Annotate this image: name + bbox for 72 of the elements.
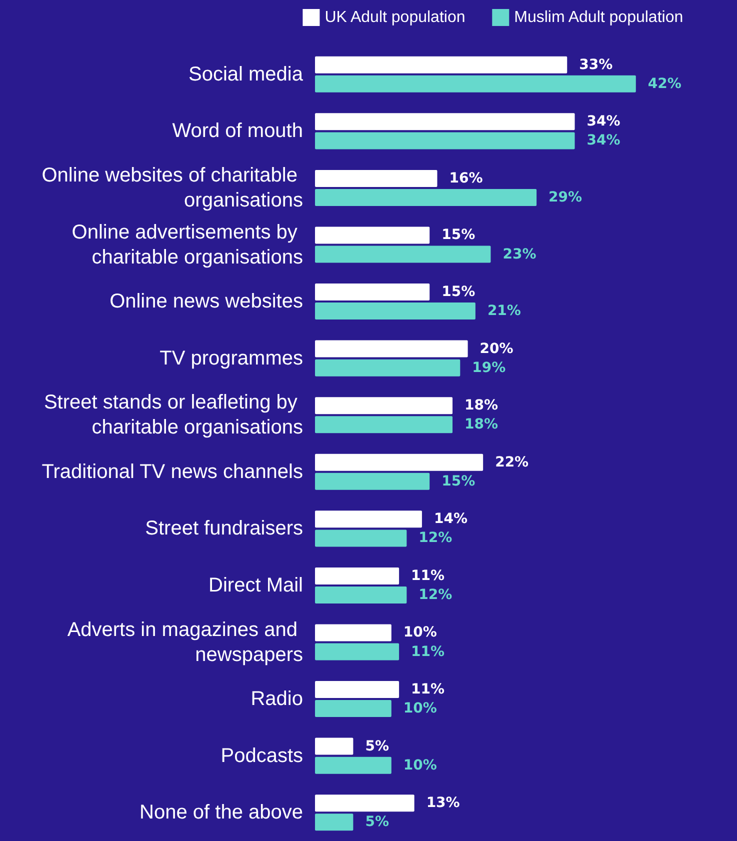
data-label: 18% bbox=[464, 416, 498, 433]
bar bbox=[315, 132, 575, 150]
data-label: 13% bbox=[426, 795, 460, 812]
data-label: 11% bbox=[411, 682, 445, 698]
y-tick-label: Podcasts bbox=[220, 744, 303, 767]
bar bbox=[315, 359, 460, 376]
bar bbox=[315, 738, 354, 755]
y-tick-label: Word of mouth bbox=[172, 120, 303, 142]
bar bbox=[315, 643, 400, 660]
bar bbox=[315, 284, 430, 301]
y-tick-label: Adverts in magazines and newspapers bbox=[67, 618, 303, 666]
y-tick-label: Social media bbox=[188, 63, 304, 86]
data-label: 11% bbox=[411, 568, 445, 584]
bar bbox=[315, 416, 453, 434]
y-tick-label: Street stands or leafleting by charitable organisations bbox=[44, 392, 303, 439]
data-label: 15% bbox=[442, 227, 476, 244]
data-label: 16% bbox=[449, 170, 483, 186]
data-label: 15% bbox=[442, 284, 476, 300]
bar bbox=[315, 397, 453, 414]
data-label: 12% bbox=[418, 586, 452, 603]
y-tick-label: TV programmes bbox=[160, 347, 303, 370]
bar bbox=[315, 510, 422, 528]
bar bbox=[315, 75, 636, 92]
legend-label: UK Adult population bbox=[324, 9, 466, 26]
y-tick-label: Direct Mail bbox=[208, 574, 303, 596]
bar bbox=[315, 700, 392, 718]
bar bbox=[315, 454, 484, 471]
bar bbox=[315, 340, 468, 358]
data-label: 15% bbox=[442, 473, 476, 490]
data-label: 33% bbox=[579, 56, 613, 73]
bar bbox=[315, 472, 430, 490]
data-label: 34% bbox=[586, 132, 620, 149]
bar bbox=[315, 586, 407, 604]
data-label: 11% bbox=[411, 644, 445, 660]
bar bbox=[315, 226, 430, 244]
data-label: 10% bbox=[403, 757, 437, 774]
data-label: 34% bbox=[586, 114, 620, 130]
bar bbox=[315, 188, 537, 206]
y-tick-label: Traditional TV news channels bbox=[42, 460, 303, 483]
y-tick-label: Online websites of charitable organisations bbox=[42, 164, 303, 212]
data-label: 21% bbox=[487, 303, 521, 320]
bar bbox=[315, 567, 400, 584]
bar bbox=[315, 814, 354, 831]
y-tick-label: Online news websites bbox=[110, 290, 303, 313]
bar bbox=[315, 794, 414, 812]
bar bbox=[315, 530, 407, 547]
data-label: 23% bbox=[502, 246, 536, 262]
data-label: 20% bbox=[480, 340, 514, 357]
legend-label: Muslim Adult population bbox=[514, 9, 684, 26]
data-label: 10% bbox=[403, 700, 437, 717]
bar bbox=[315, 624, 392, 642]
bar bbox=[315, 113, 575, 130]
bar bbox=[315, 756, 392, 774]
bar bbox=[315, 246, 491, 263]
data-label: 18% bbox=[464, 398, 498, 414]
data-label: 14% bbox=[434, 511, 468, 528]
data-label: 42% bbox=[648, 76, 682, 92]
data-label: 22% bbox=[495, 454, 529, 470]
bar bbox=[315, 302, 476, 320]
data-label: 29% bbox=[548, 189, 582, 206]
bar bbox=[315, 170, 438, 187]
data-label: 5% bbox=[365, 814, 389, 830]
y-tick-label: Street fundraisers bbox=[145, 518, 303, 540]
data-label: 12% bbox=[418, 530, 452, 546]
bar bbox=[315, 56, 568, 74]
y-tick-label: None of the above bbox=[140, 802, 303, 824]
bar bbox=[315, 681, 400, 698]
y-tick-label: Online advertisements by charitable organisations bbox=[72, 221, 303, 268]
data-label: 10% bbox=[403, 624, 437, 641]
y-tick-label: Radio bbox=[250, 688, 303, 710]
data-label: 19% bbox=[472, 360, 506, 376]
data-label: 5% bbox=[365, 738, 389, 754]
